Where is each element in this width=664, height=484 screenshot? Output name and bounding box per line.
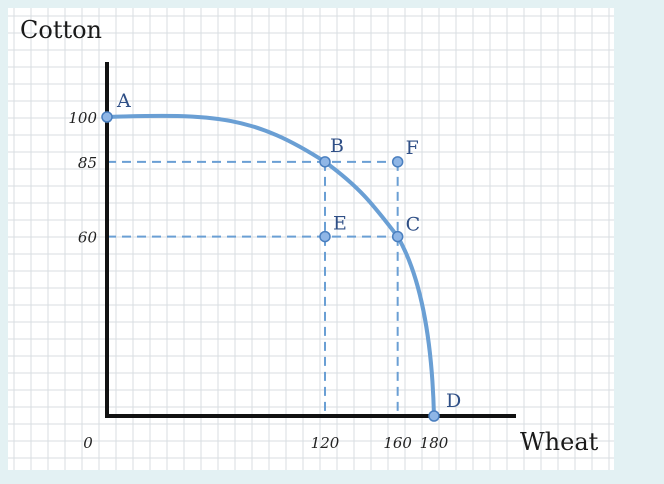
point-marker (428, 410, 440, 422)
point-label: D (446, 390, 461, 412)
guide-lines (107, 160, 399, 416)
x-tick-label: 120 (311, 434, 340, 452)
point-marker (101, 111, 113, 123)
y-axis-title: Cotton (20, 16, 102, 44)
point-marker (391, 156, 404, 168)
point-label: B (330, 135, 344, 157)
ppf-curve (105, 113, 436, 418)
point-marker (391, 230, 404, 243)
x-tick-labels: 0 120 160 180 (83, 434, 449, 452)
points: A B C D E F (101, 90, 461, 422)
x-axis-title: Wheat (520, 428, 599, 456)
x-tick-label: 160 (383, 434, 412, 452)
y-tick-label: 100 (68, 109, 97, 127)
y-tick-label: 85 (78, 154, 97, 172)
y-tick-labels: 100 85 60 (68, 109, 97, 247)
point-label: E (333, 213, 347, 235)
point-label: F (406, 137, 419, 159)
point-label: C (406, 214, 421, 236)
x-tick-label: 0 (83, 434, 93, 452)
point-label: A (116, 90, 131, 112)
point-marker (319, 156, 331, 168)
y-tick-label: 60 (78, 229, 98, 247)
x-tick-label: 180 (420, 434, 449, 452)
point-marker (319, 230, 331, 243)
